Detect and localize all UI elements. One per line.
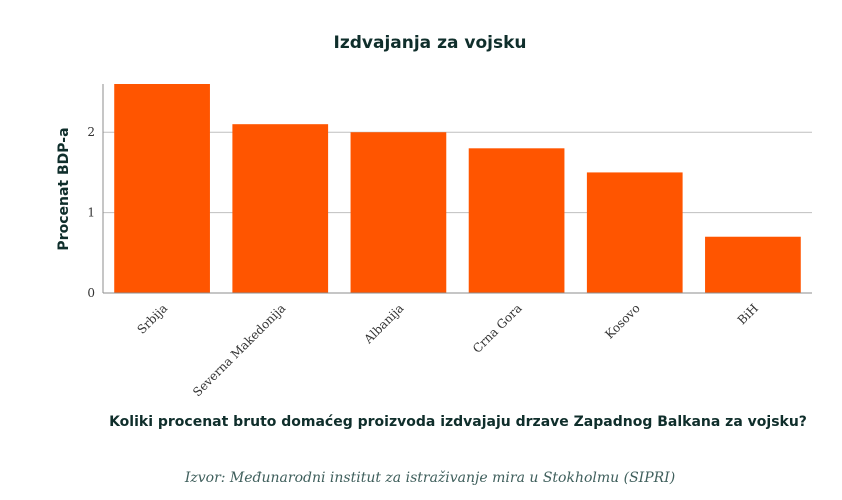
x-tick-label: Severna Makedonija	[190, 301, 288, 399]
bar-crna-gora	[468, 148, 565, 293]
bar-bih	[705, 236, 801, 293]
bar-albanija	[350, 132, 447, 293]
y-axis-label: Procenat BDP-a	[56, 127, 72, 250]
y-tick-label: 1	[87, 206, 95, 220]
bar-srbija	[114, 84, 210, 293]
x-tick-labels: Srbija Severna Makedonija Albanija Crna Gor…	[135, 301, 761, 399]
chart-title: Izdvajanja za vojsku	[334, 33, 527, 53]
x-tick-label: BiH	[735, 301, 761, 327]
x-tick-label: Srbija	[135, 301, 171, 337]
bar-severna-makedonija	[232, 124, 329, 293]
x-tick-label: Albanija	[361, 301, 407, 347]
y-tick-label: 0	[87, 286, 95, 300]
bar-kosovo	[586, 172, 683, 293]
y-tick-labels: 0 1 2	[87, 125, 95, 300]
source-note: Izvor: Međunarodni institut za istraživa…	[184, 469, 675, 486]
bars	[114, 84, 801, 293]
x-tick-label: Crna Gora	[470, 301, 525, 356]
y-tick-label: 2	[87, 125, 95, 139]
grid-lines	[103, 131, 812, 214]
x-axis-label: Koliki procenat bruto domaćeg proizvoda …	[109, 414, 807, 430]
x-tick-label: Kosovo	[602, 301, 642, 341]
